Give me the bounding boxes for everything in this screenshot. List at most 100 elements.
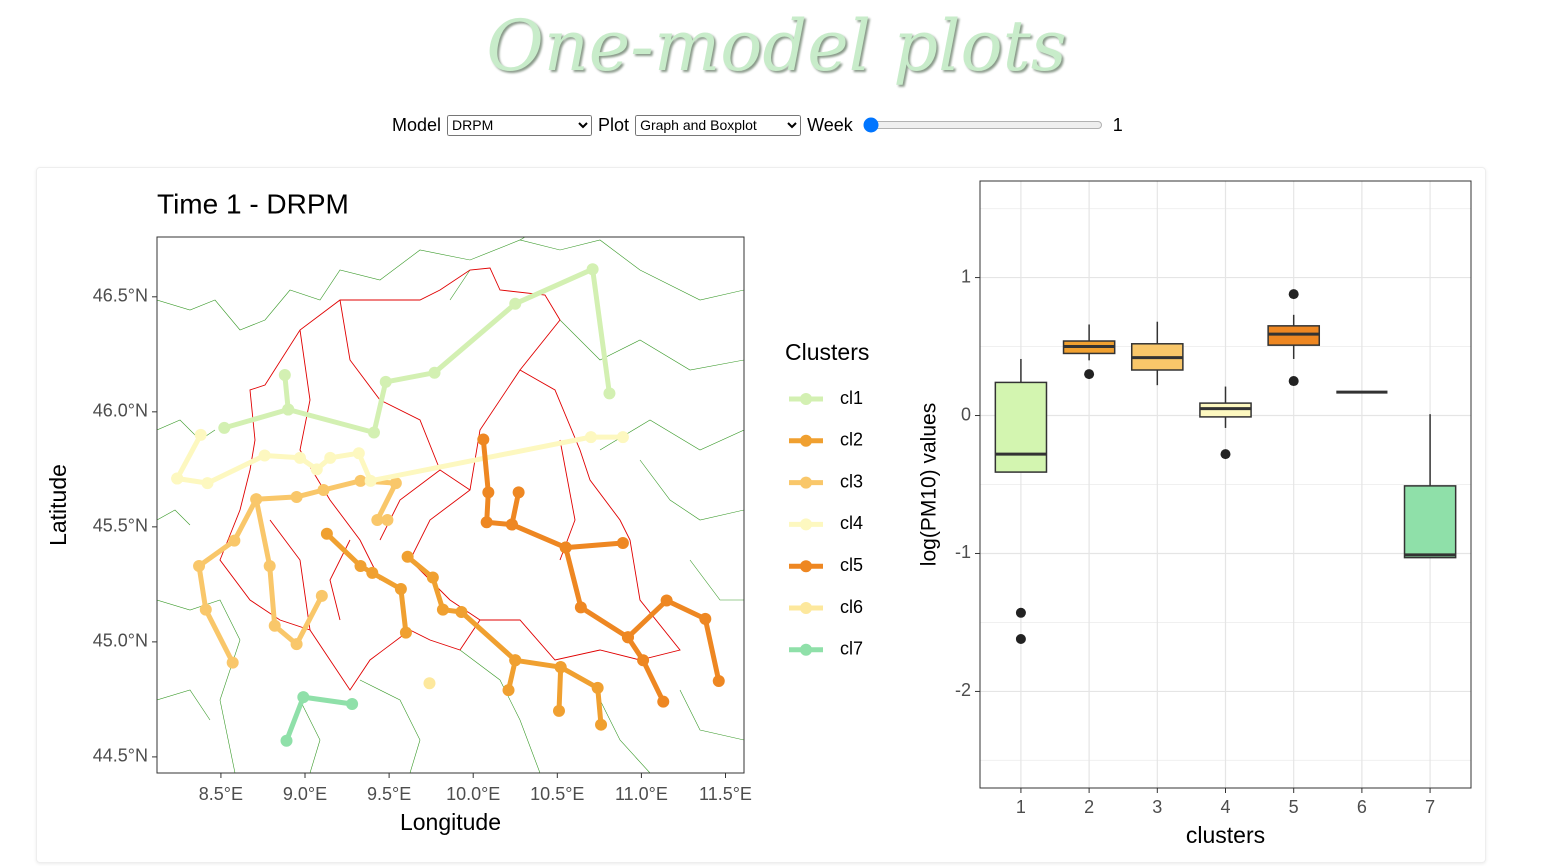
y-tick-label: -1 [955,542,971,562]
x-tick-label: 8.5°E [199,784,243,804]
legend-label: cl4 [840,513,863,533]
cluster-edges [174,433,623,486]
cluster-node [226,656,239,669]
x-tick-label: 3 [1152,797,1162,817]
x-tick-label: 9.0°E [283,784,327,804]
outlier [1288,376,1299,387]
cluster-node [366,566,379,579]
cluster-node [364,474,377,487]
legend-label: cl1 [840,388,863,408]
x-tick-label: 2 [1084,797,1094,817]
chart-title: Time 1 - DRPM [157,188,349,219]
cluster-node [258,449,271,462]
cluster-node [603,387,616,400]
y-tick-label: 44.5°N [93,746,148,766]
y-tick-label: 45.0°N [93,631,148,651]
x-axis-title: clusters [1186,822,1265,848]
cluster-node [712,674,725,687]
legend-swatch-dot [800,393,812,405]
plot-select[interactable]: Graph and Boxplot [635,114,802,136]
legend-label: cl6 [840,597,863,617]
cluster-node [559,541,572,554]
cluster-node [389,477,402,490]
cluster-node [657,695,670,708]
cluster-node [367,426,380,439]
cluster-node [477,433,490,446]
cluster-node [346,697,359,710]
cluster-node [552,704,565,717]
x-axis-title: Longitude [400,809,501,835]
cluster-node [586,263,599,276]
cluster-node [482,486,495,499]
cluster-node [554,661,567,674]
y-tick-label: -2 [955,680,971,700]
x-tick-label: 1 [1016,797,1026,817]
cluster-node [171,472,184,485]
panel-border [156,236,745,774]
legend-label: cl3 [840,471,863,491]
week-label: Week [807,114,853,135]
outlier [1015,607,1026,618]
x-tick-label: 5 [1289,797,1299,817]
cluster-node [436,603,449,616]
cluster-node [616,431,629,444]
legend-label: cl2 [840,430,863,450]
controls: Model DRPM Plot Graph and Boxplot Week 1 [392,112,1123,138]
legend-swatch-dot [800,518,812,531]
cluster-node [621,631,634,644]
x-tick-label: 11.0°E [615,784,668,804]
cluster-node [250,493,263,506]
cluster-node [218,421,231,434]
cluster-node [423,677,436,690]
legend-swatch-dot [800,602,812,614]
cluster-node [394,582,407,595]
cluster-node [637,654,650,667]
cluster-node [354,474,367,487]
cluster-node [194,428,207,441]
cluster-node [616,536,629,549]
box [994,381,1048,473]
outlier [1015,634,1026,645]
region-borders [157,237,744,773]
cluster-node [379,375,392,388]
x-tick-label: 11.5°E [699,784,752,804]
cluster-node [228,534,241,547]
cluster-node [290,490,303,503]
legend-swatch-dot [800,643,812,656]
model-label: Model [392,114,442,135]
cluster-node [280,734,293,747]
week-value: 1 [1112,114,1123,135]
cluster-node [193,559,206,572]
y-tick-label: 46.0°N [93,401,148,421]
cluster-node [263,559,276,572]
x-tick-label: 6 [1357,797,1367,817]
cluster-node [320,527,333,540]
cluster-edges [223,266,612,435]
cluster-node [455,605,468,618]
cluster-node [699,612,712,625]
legend-label: cl5 [840,555,863,575]
cluster-node [428,366,441,379]
cluster-node [268,619,281,632]
cluster-node [426,571,439,584]
cluster-node [297,691,310,704]
cluster-edges [284,694,353,742]
cluster-node [324,451,337,464]
cluster-node [502,684,515,697]
cluster-edges [325,531,604,725]
x-tick-label: 10.0°E [446,784,500,804]
cluster-node [352,447,365,460]
cluster-node [371,513,384,526]
box [1403,485,1457,559]
cluster-node [512,486,525,499]
cluster-node [310,463,323,476]
legend-title: Clusters [785,339,869,365]
cluster-node [509,297,522,310]
cluster-node [278,369,291,382]
model-select[interactable]: DRPM [447,114,593,136]
y-tick-label: 0 [961,404,971,424]
cluster-edges [480,439,722,703]
legend-label: cl7 [840,639,863,659]
week-slider[interactable] [862,117,1103,133]
y-axis-title: Latitude [45,464,71,546]
